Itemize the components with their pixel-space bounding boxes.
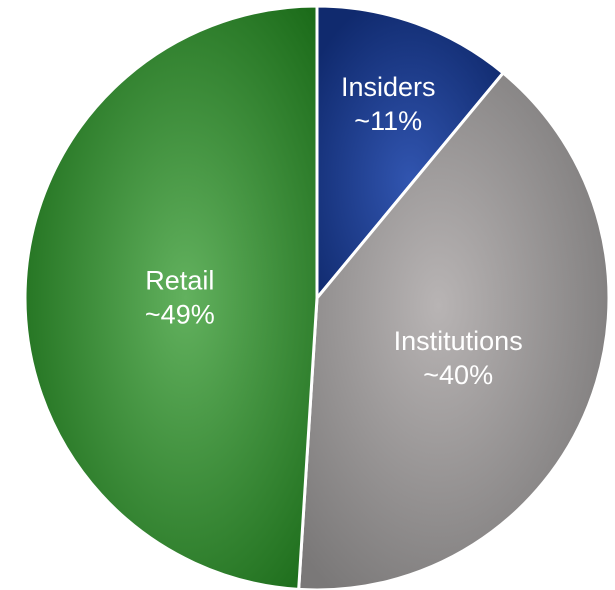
- slice-label-insiders: Insiders: [341, 72, 436, 102]
- slice-label-retail: Retail: [145, 266, 214, 296]
- pie-slice-institutions: [297, 70, 611, 590]
- slice-label-institutions: Institutions: [394, 326, 523, 356]
- pie-labels: Insiders ~11% Institutions ~40% Retail ~49%: [145, 72, 523, 390]
- pie-slices: [23, 4, 611, 590]
- slice-value-insiders: ~11%: [354, 106, 422, 136]
- pie-slice-retail: [23, 4, 319, 590]
- pie-slice-insiders: [315, 4, 506, 303]
- slice-value-retail: ~49%: [145, 300, 215, 330]
- slice-value-institutions: ~40%: [423, 360, 493, 390]
